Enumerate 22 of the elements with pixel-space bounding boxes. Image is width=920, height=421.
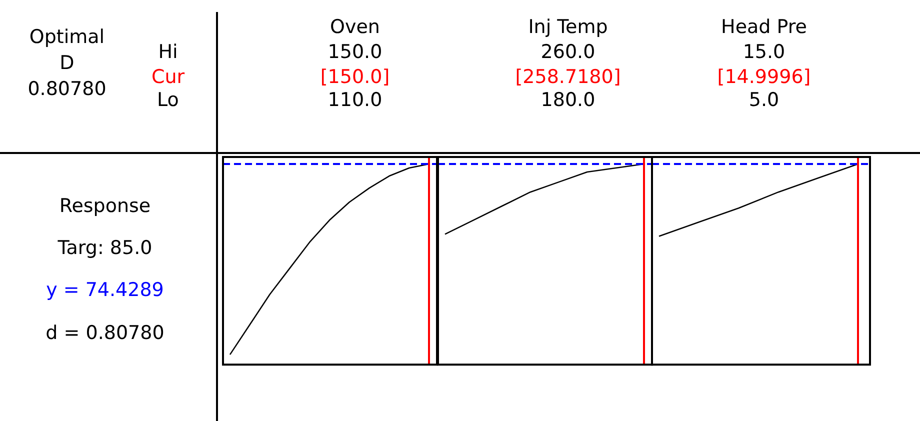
text: 110.0 bbox=[328, 89, 382, 111]
text: 260.0 bbox=[540, 41, 596, 63]
text: Targ: 85.0 bbox=[58, 237, 152, 259]
text: Optimal bbox=[29, 26, 105, 48]
text: [150.0] bbox=[320, 66, 390, 88]
chart-title: Head Pre bbox=[721, 16, 807, 38]
text: Cur bbox=[151, 66, 185, 88]
text: 180.0 bbox=[540, 89, 596, 111]
text: d = 0.80780 bbox=[46, 322, 164, 344]
text: 0.80780 bbox=[28, 78, 106, 100]
text: y = 74.4289 bbox=[46, 279, 164, 301]
chart-title: Inj Temp bbox=[528, 16, 608, 38]
text: [258.7180] bbox=[515, 66, 621, 88]
text: D bbox=[60, 52, 74, 74]
text: 150.0 bbox=[328, 41, 382, 63]
text: 15.0 bbox=[742, 41, 786, 63]
text: Hi bbox=[158, 41, 178, 63]
text: 5.0 bbox=[748, 89, 780, 111]
text: [14.9996] bbox=[717, 66, 811, 88]
text: Lo bbox=[157, 89, 179, 111]
text: Response bbox=[59, 195, 151, 217]
chart-title: Oven bbox=[330, 16, 380, 38]
